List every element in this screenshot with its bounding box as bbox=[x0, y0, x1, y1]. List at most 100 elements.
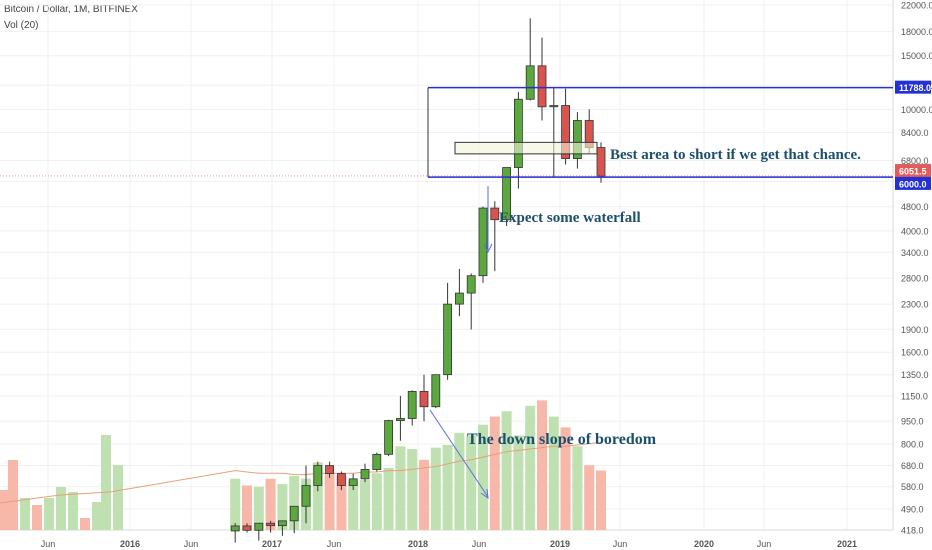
y-tick-label: 580.0 bbox=[901, 482, 924, 492]
volume-ma-line bbox=[0, 441, 602, 504]
volume-bar bbox=[20, 498, 30, 530]
candle-body bbox=[514, 98, 523, 168]
candle-body bbox=[454, 292, 464, 305]
x-tick-label: 2019 bbox=[550, 539, 570, 549]
y-tick-label: 4800.0 bbox=[901, 202, 929, 212]
x-tick-label: Jun bbox=[472, 539, 487, 549]
volume-bar bbox=[513, 435, 524, 530]
resistance-price-label-bg bbox=[895, 80, 931, 94]
volume-bar bbox=[407, 449, 418, 530]
volume-bar bbox=[277, 484, 288, 530]
volume-bar bbox=[80, 518, 90, 530]
candle-body bbox=[466, 275, 476, 294]
y-tick-label: 1350.0 bbox=[901, 370, 929, 380]
candle-body bbox=[289, 505, 299, 522]
candle-body bbox=[419, 391, 429, 408]
candle-body bbox=[573, 120, 582, 159]
candle-body bbox=[407, 391, 417, 419]
candle-body bbox=[395, 418, 405, 421]
candle-body bbox=[360, 469, 370, 480]
candle-body bbox=[277, 520, 287, 527]
volume-bar bbox=[68, 492, 78, 530]
x-tick-label: 2021 bbox=[837, 539, 857, 549]
x-tick-label: 2020 bbox=[694, 539, 714, 549]
volume-bar bbox=[336, 476, 347, 530]
annotation-boredom: The down slope of boredom bbox=[467, 431, 657, 448]
volume-bar bbox=[383, 467, 394, 530]
y-tick-label: 3400.0 bbox=[901, 248, 929, 258]
support-price-label: 6000.0 bbox=[899, 179, 927, 189]
volume-bar bbox=[360, 480, 370, 530]
x-tick-label: 2018 bbox=[408, 539, 428, 549]
volume-bar bbox=[92, 502, 102, 530]
y-tick-label: 4000.0 bbox=[901, 226, 929, 236]
x-tick-label: 2017 bbox=[262, 539, 282, 549]
candle-body bbox=[525, 65, 535, 100]
volume-bar bbox=[289, 476, 300, 530]
volume-bar bbox=[560, 427, 571, 530]
volume-bar bbox=[596, 470, 606, 530]
volume-bar bbox=[525, 405, 536, 530]
candle-body bbox=[561, 105, 570, 159]
symbol-title: Bitcoin / Dollar, 1M, BITFINEX bbox=[4, 4, 138, 15]
volume-bar bbox=[8, 460, 18, 530]
volume-bar bbox=[113, 465, 123, 530]
volume-bar bbox=[230, 478, 241, 530]
candle-body bbox=[336, 473, 346, 486]
volume-bar bbox=[395, 446, 406, 530]
volume-bar bbox=[454, 432, 465, 530]
volume-bar bbox=[265, 478, 276, 530]
x-tick-label: Jun bbox=[613, 539, 628, 549]
candle-body bbox=[325, 465, 335, 474]
volume-bar bbox=[430, 447, 441, 530]
current-price-label: 6051.5 bbox=[899, 167, 927, 177]
candle-body bbox=[372, 453, 382, 470]
candle-body bbox=[478, 207, 488, 277]
candle-body bbox=[431, 374, 441, 408]
x-tick-label: Jun bbox=[41, 539, 56, 549]
candle-body bbox=[502, 167, 512, 221]
volume-bar bbox=[442, 444, 453, 530]
candle-body bbox=[301, 485, 311, 507]
y-tick-label: 800.0 bbox=[901, 440, 924, 450]
x-tick-label: Jun bbox=[757, 539, 772, 549]
candle-body bbox=[266, 522, 276, 527]
volume-bar bbox=[32, 505, 42, 530]
candle-body bbox=[254, 522, 264, 531]
boredom-arrow bbox=[429, 409, 489, 498]
x-tick-label: Jun bbox=[184, 539, 199, 549]
annotation-waterfall: Expect some waterfall bbox=[499, 210, 641, 226]
y-tick-label: 8400.0 bbox=[901, 128, 929, 138]
volume-bar bbox=[56, 487, 66, 530]
volume-bar bbox=[489, 416, 500, 530]
candle-body bbox=[384, 420, 394, 455]
y-tick-label: 6800.0 bbox=[901, 156, 929, 166]
annotation-short-area: Best area to short if we get that chance… bbox=[610, 147, 861, 163]
support-price-label-bg bbox=[895, 176, 931, 190]
candle-body bbox=[242, 525, 252, 531]
y-tick-label: 1900.0 bbox=[901, 325, 929, 335]
y-tick-label: 1150.0 bbox=[901, 391, 928, 401]
x-tick-label: Jun bbox=[327, 539, 342, 549]
waterfall-arrowhead bbox=[483, 243, 493, 254]
volume-bar bbox=[537, 400, 547, 530]
x-tick-label: 2016 bbox=[120, 539, 140, 549]
y-tick-label: 22000.0 bbox=[901, 1, 932, 11]
y-tick-label: 490.0 bbox=[901, 504, 924, 514]
y-tick-label: 2300.0 bbox=[901, 300, 929, 310]
y-tick-label: 2800.0 bbox=[901, 274, 929, 284]
volume-bar bbox=[419, 459, 429, 530]
short-area-box bbox=[454, 141, 598, 155]
y-tick-label: 15000.0 bbox=[901, 51, 932, 61]
volume-bar bbox=[584, 465, 595, 530]
candle-body bbox=[490, 207, 500, 221]
candle-body bbox=[537, 65, 547, 108]
volume-bar bbox=[242, 485, 252, 530]
volume-bar bbox=[371, 473, 382, 530]
y-tick-label: 10000.0 bbox=[901, 105, 932, 115]
volume-bar bbox=[572, 446, 583, 530]
y-tick-label: 18000.0 bbox=[901, 27, 932, 37]
candle-body bbox=[230, 525, 240, 532]
volume-bar bbox=[466, 435, 477, 530]
